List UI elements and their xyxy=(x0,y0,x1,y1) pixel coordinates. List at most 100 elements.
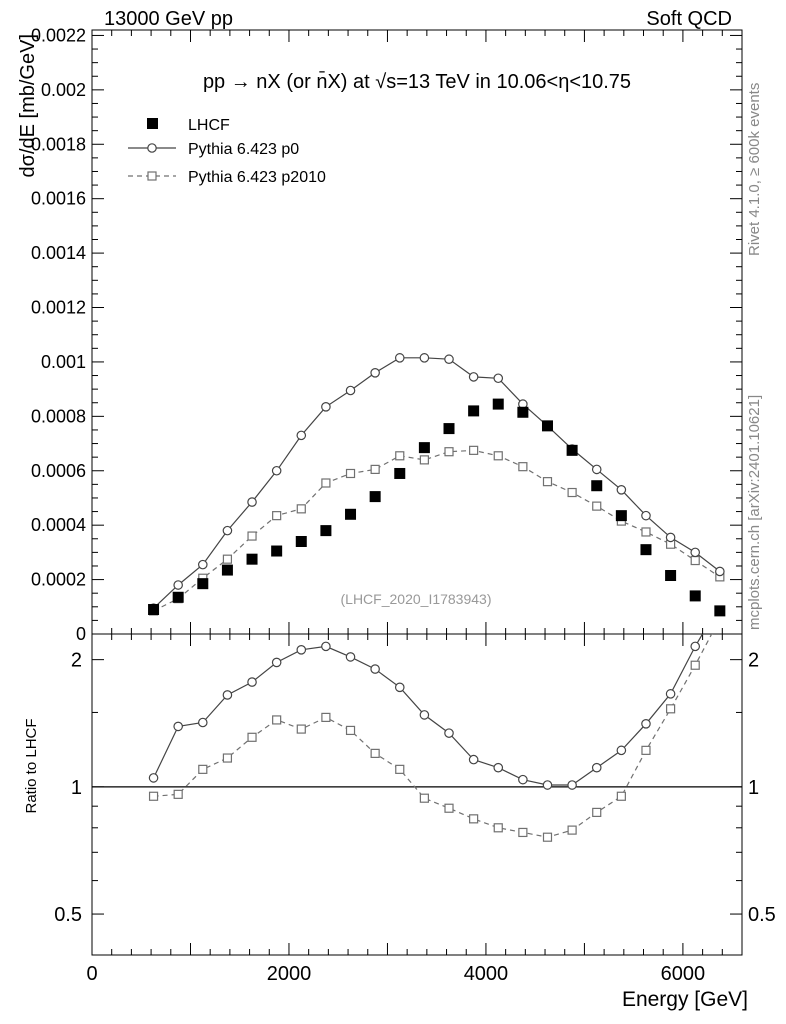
main-lhcf-point xyxy=(566,444,578,456)
ratio-p2010-point xyxy=(222,753,233,763)
main-lhcf-point xyxy=(665,570,677,582)
x-tick-label: 0 xyxy=(86,963,97,985)
main-lhcf-point xyxy=(714,605,726,617)
main-p2010-point xyxy=(518,462,528,472)
main-lhcf-point xyxy=(148,604,160,616)
main-p0-line xyxy=(153,357,721,609)
main-p0-point xyxy=(345,385,356,396)
ratio-p2010-point xyxy=(567,825,577,835)
ratio-p0-point xyxy=(690,641,701,652)
main-p2010-point xyxy=(592,501,602,511)
legend-label-lhcf: LHCF xyxy=(188,117,230,134)
ratio-p2010-point xyxy=(641,745,651,755)
ratio-y-tick-label: 1 xyxy=(71,777,82,799)
ratio-p0-point xyxy=(468,754,479,765)
ratio-p2010-line xyxy=(153,634,713,838)
main-plot-area: 0 0.0002 0.0004 0.0006 0.0008 0.001 0.0012 0.00… xyxy=(31,25,743,644)
main-p0-point xyxy=(690,547,701,558)
main-y-tick-label: 0.002 xyxy=(41,80,86,100)
main-p0-point xyxy=(370,368,380,378)
main-lhcf-point xyxy=(541,420,553,432)
main-lhcf-point xyxy=(394,467,406,479)
ratio-y-tick-label-right: 1 xyxy=(748,777,759,799)
ratio-p0-point xyxy=(370,664,380,674)
main-y-tick-label: 0.0022 xyxy=(31,25,86,45)
main-p2010-point xyxy=(641,527,651,537)
main-lhcf-point xyxy=(221,564,233,576)
main-p0-point xyxy=(468,372,479,382)
main-p0-point xyxy=(444,354,454,365)
ratio-p0-point xyxy=(542,780,553,790)
ratio-p2010-point xyxy=(370,748,380,758)
ratio-y-tick-label-right: 0.5 xyxy=(748,904,776,926)
main-lhcf-point xyxy=(443,423,455,435)
ratio-p0-point xyxy=(247,677,257,687)
ratio-p2010-point xyxy=(419,793,429,803)
ratio-plot-area: 0 2000 4000 6000 0.5 0.5 1 1 2 2 xyxy=(54,633,776,985)
ratio-p0-point xyxy=(271,657,282,668)
main-y-tick-label: 0.0002 xyxy=(31,570,86,590)
main-p2010-line xyxy=(153,449,721,612)
main-lhcf-point xyxy=(615,510,627,522)
ratio-p0-point xyxy=(394,682,405,693)
main-p2010-point xyxy=(542,477,553,487)
main-p2010-point xyxy=(247,531,257,541)
ratio-p0-point xyxy=(296,645,307,655)
header-right-label: Soft QCD xyxy=(646,8,732,30)
main-y-tick-label: 0.0006 xyxy=(31,461,86,481)
main-p0-point xyxy=(715,566,725,577)
main-lhcf-point xyxy=(517,406,529,418)
ratio-p2010-point xyxy=(518,827,528,838)
main-lhcf-point xyxy=(345,508,357,520)
main-p0-point xyxy=(394,353,405,363)
main-p0-point xyxy=(197,559,208,570)
main-lhcf-point xyxy=(418,442,430,454)
ratio-p0-point xyxy=(665,689,676,699)
ratio-y-tick-label: 2 xyxy=(71,650,82,672)
ratio-p2010-point xyxy=(469,814,479,824)
main-p2010-point xyxy=(444,447,454,457)
main-lhcf-point xyxy=(591,480,603,492)
main-p2010-point xyxy=(272,511,282,521)
main-y-tick-label: 0.0004 xyxy=(31,515,86,535)
main-y-tick-label: 0.0016 xyxy=(31,189,86,209)
main-lhcf-point xyxy=(468,405,480,417)
main-p0-point xyxy=(222,525,233,536)
main-p0-point xyxy=(419,353,430,363)
main-lhcf-point xyxy=(271,545,283,557)
ratio-p0-line xyxy=(153,634,704,786)
main-watermark: (LHCF_2020_I1783943) xyxy=(341,591,492,607)
ratio-p2010-point xyxy=(665,704,676,714)
main-p0-point xyxy=(173,580,183,590)
main-y-tick-label: 0.0008 xyxy=(31,406,86,426)
legend-label-p2010: Pythia 6.423 p2010 xyxy=(188,169,326,186)
main-lhcf-point xyxy=(246,553,258,565)
main-y-tick-label: 0.001 xyxy=(41,352,86,372)
ratio-data-marks xyxy=(148,634,713,842)
ratio-p0-point xyxy=(518,774,528,785)
main-y-tick-label: 0 xyxy=(76,624,86,644)
ratio-p2010-point xyxy=(395,764,405,774)
main-p2010-point xyxy=(222,554,233,564)
main-p0-point xyxy=(493,373,504,384)
main-lhcf-point xyxy=(197,578,209,590)
ratio-p2010-point xyxy=(690,660,700,670)
legend-label-p0: Pythia 6.423 p0 xyxy=(188,141,299,158)
ratio-p2010-point xyxy=(173,789,183,799)
ratio-p0-point xyxy=(222,690,233,700)
main-lhcf-point xyxy=(492,398,504,410)
main-data-marks xyxy=(148,353,726,617)
main-p2010-point xyxy=(321,478,331,488)
main-p0-point xyxy=(296,430,307,441)
ratio-p2010-point xyxy=(247,732,257,742)
main-p2010-point xyxy=(419,455,429,465)
main-p2010-point xyxy=(345,468,356,479)
main-p2010-point xyxy=(395,451,405,461)
ratio-plot-frame xyxy=(91,633,743,956)
ratio-p2010-point xyxy=(296,724,306,734)
ratio-p2010-point xyxy=(148,791,159,801)
ratio-p2010-point xyxy=(493,823,503,833)
x-axis-label: Energy [GeV] xyxy=(622,988,748,1011)
main-y-tick-label: 0.0014 xyxy=(31,243,86,263)
